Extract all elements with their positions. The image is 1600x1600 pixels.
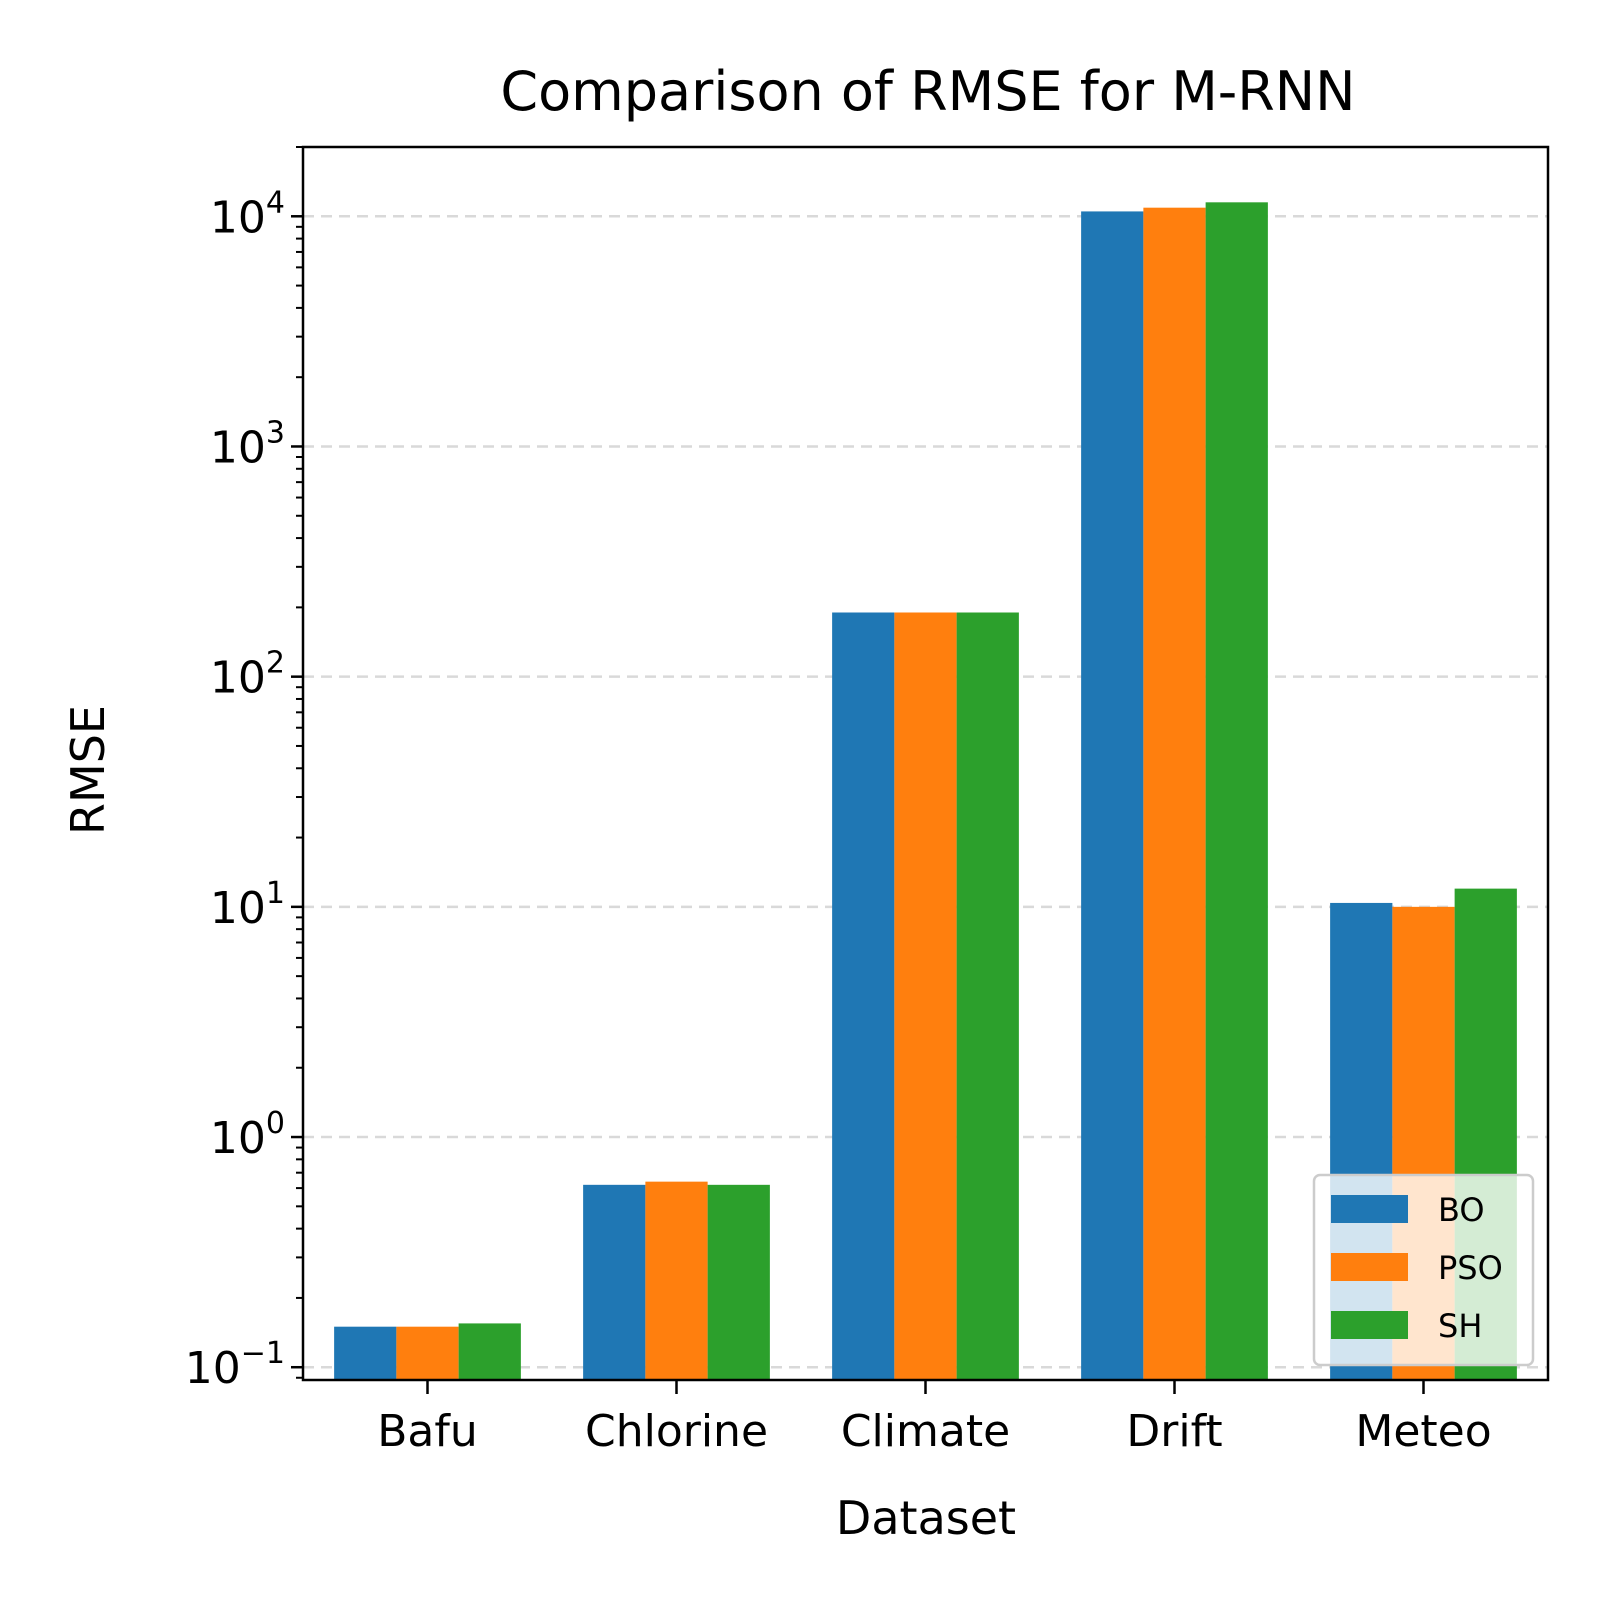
y-tick-label: 10−1: [185, 1336, 285, 1394]
bar-sh-climate: [956, 612, 1019, 1380]
legend: BO PSO SH: [1312, 1173, 1535, 1367]
y-tick-label: 100: [210, 1106, 285, 1164]
legend-label-pso: PSO: [1438, 1249, 1503, 1287]
y-tick-base: 10: [210, 653, 266, 704]
x-tick-label: Bafu: [377, 1406, 478, 1457]
y-tick-exponent: 1: [266, 876, 285, 911]
bar-sh-chlorine: [707, 1184, 770, 1380]
bar-pso-climate: [894, 612, 957, 1380]
bar-bo-drift: [1081, 211, 1144, 1381]
x-tick-label: Climate: [841, 1406, 1010, 1457]
x-tick-label: Meteo: [1355, 1406, 1491, 1457]
y-tick-exponent: 2: [266, 646, 285, 681]
y-tick-label: 101: [210, 876, 285, 934]
legend-label-sh: SH: [1438, 1307, 1482, 1345]
y-axis-label: RMSE: [61, 705, 115, 835]
bar-sh-drift: [1205, 202, 1268, 1380]
y-tick-base: 10: [185, 1343, 241, 1394]
bar-bo-climate: [832, 612, 895, 1380]
y-tick-exponent: 3: [266, 415, 285, 450]
y-tick-label: 103: [210, 415, 285, 473]
legend-label-bo: BO: [1438, 1191, 1485, 1229]
y-tick-base: 10: [210, 1113, 266, 1164]
y-tick-base: 10: [210, 422, 266, 473]
legend-swatch-sh: [1331, 1311, 1408, 1339]
x-tick-label: Drift: [1126, 1406, 1222, 1457]
y-tick-exponent: 4: [266, 185, 285, 220]
y-tick-exponent: 0: [266, 1106, 285, 1141]
legend-swatch-bo: [1331, 1195, 1408, 1223]
bar-pso-drift: [1143, 207, 1206, 1380]
y-tick-base: 10: [210, 883, 266, 934]
y-tick-label: 102: [210, 646, 285, 704]
x-tick-label: Chlorine: [585, 1406, 768, 1457]
bar-pso-bafu: [396, 1326, 459, 1380]
y-tick-exponent: −1: [241, 1336, 285, 1371]
legend-swatch-pso: [1331, 1253, 1408, 1281]
bar-pso-chlorine: [645, 1181, 708, 1380]
x-axis-label: Dataset: [836, 1491, 1016, 1545]
bar-sh-bafu: [458, 1323, 521, 1380]
y-tick-label: 104: [210, 185, 285, 243]
y-tick-base: 10: [210, 192, 266, 243]
chart-title: Comparison of RMSE for M-RNN: [500, 60, 1355, 123]
bar-bo-chlorine: [583, 1184, 646, 1380]
bar-bo-bafu: [334, 1326, 397, 1380]
